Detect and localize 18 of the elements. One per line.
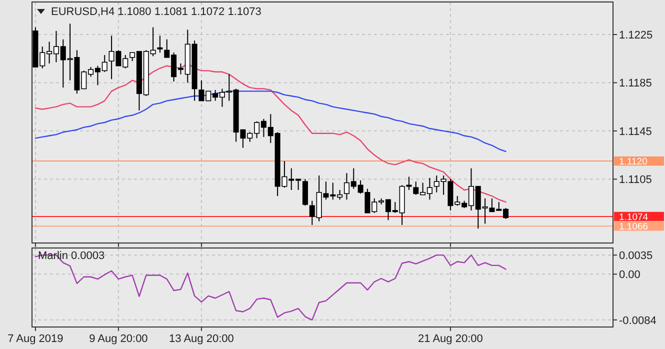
x-tick-label: 9 Aug 20:00 [89,333,148,345]
line-series [34,90,506,152]
ref-line-label: 1.1066 [619,221,648,232]
y-tick-label: -0.0084 [619,314,656,327]
ref-line-label: 1.1120 [619,156,648,168]
x-tick-label: 13 Aug 20:00 [169,333,234,345]
candlestick [157,35,163,54]
x-tick-label: 21 Aug 20:00 [418,333,483,345]
y-tick-label: 1.1145 [619,126,652,138]
y-tick-label: 1.1105 [619,174,652,186]
x-tick-label: 7 Aug 2019 [8,333,64,345]
chart-title: EURUSD,H4 1.1080 1.1081 1.1072 1.1073 [51,6,262,18]
y-tick-label: 1.1225 [619,29,653,42]
ref-line-label: 1.1074 [619,212,648,223]
y-tick-label: 1.1185 [619,78,652,90]
y-tick-label: 0.0035 [619,250,653,262]
candlestick [302,178,308,206]
y-tick-label: 0.00 [619,269,640,281]
